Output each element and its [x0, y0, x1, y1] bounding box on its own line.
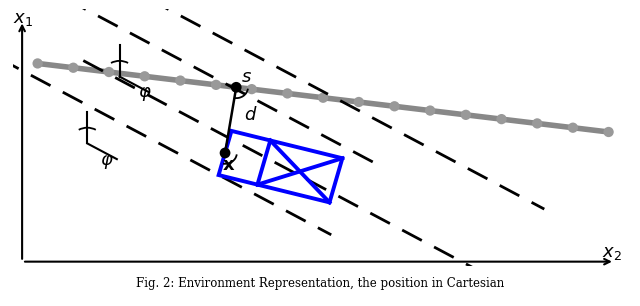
Point	[220, 151, 230, 155]
Point	[461, 112, 471, 117]
Point	[497, 117, 507, 121]
Text: $x_1$: $x_1$	[13, 10, 33, 28]
Text: $\varphi$: $\varphi$	[100, 153, 113, 171]
Point	[68, 65, 79, 70]
Point	[231, 85, 241, 90]
Point	[211, 82, 221, 87]
Point	[425, 108, 435, 113]
Point	[140, 74, 150, 79]
Point	[175, 78, 186, 83]
Point	[354, 99, 364, 104]
Point	[318, 95, 328, 100]
Text: Fig. 2: Environment Representation, the position in Cartesian: Fig. 2: Environment Representation, the …	[136, 277, 504, 289]
Point	[568, 125, 578, 130]
Text: $s$: $s$	[241, 68, 252, 86]
Point	[604, 129, 614, 134]
Point	[389, 104, 399, 109]
Point	[246, 87, 257, 91]
Text: $x_2$: $x_2$	[602, 244, 622, 262]
Point	[33, 61, 43, 66]
Text: $\varphi$: $\varphi$	[138, 84, 152, 103]
Point	[282, 91, 292, 96]
Text: $\mathbf{x}$: $\mathbf{x}$	[222, 156, 236, 174]
Point	[532, 121, 542, 126]
Point	[104, 69, 114, 74]
Text: $d$: $d$	[244, 106, 257, 124]
